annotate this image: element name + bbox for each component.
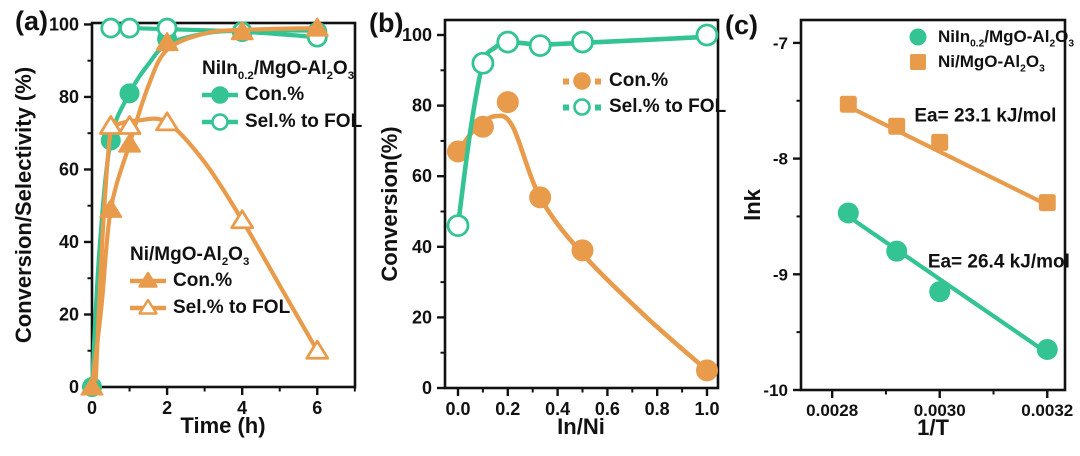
series-b-1 [446,23,719,238]
svg-text:20: 20 [59,304,79,324]
svg-text:40: 40 [412,237,432,257]
svg-text:0.4: 0.4 [545,399,570,419]
svg-text:-7: -7 [773,34,788,53]
svg-text:80: 80 [412,96,432,116]
panel-label-c: (c) [725,10,758,40]
series-a-2 [80,17,329,396]
legend-a-2: Ni/MgO-Al2O3 Con.% Sel.% to FOL [130,244,290,321]
svg-text:6: 6 [312,398,322,418]
chart-c: 0.0028 0.0030 0.0032 -7 -8 -9 -10 1/T lnk Ea= 23.… [740,18,1073,440]
legend-title: NiIn0.2/MgO-Al2O3 [202,58,355,82]
legend-item: Sel.% to FOL [130,294,290,321]
annotation-c-0: Ea= 23.1 kJ/mol [914,106,1056,127]
legend-item-label: Sel.% to FOL [609,96,727,117]
annotation-c-1: Ea= 26.4 kJ/mol [928,251,1070,272]
svg-text:0.2: 0.2 [495,399,520,419]
legend-item: Con.% [130,267,290,294]
legend-a-1: NiIn0.2/MgO-Al2O3 Con.% Sel.% to FOL [202,58,362,135]
line-circle-solid-icon [202,85,238,105]
legend-item-label: Con.% [609,70,669,91]
legend-item: Sel.% to FOL [562,94,726,120]
series-b-0 [446,91,718,382]
svg-text:20: 20 [412,307,432,327]
y-axis-label-a: Conversion/Selectivity (%) [11,67,36,343]
svg-text:-9: -9 [773,265,788,284]
y-axis-label-c: lnk [740,188,765,221]
legend-item-label: NiIn0.2/MgO-Al2O3 [938,26,1075,49]
svg-text:-8: -8 [773,150,788,169]
legend-item: Ni/MgO-Al2O3 [905,49,1074,74]
x-axis-label-b: In/Ni [557,414,605,439]
svg-text:0.0032: 0.0032 [1021,401,1073,420]
svg-text:100: 100 [49,14,79,34]
legend-title: Ni/MgO-Al2O3 [130,244,250,268]
svg-text:0: 0 [69,377,79,397]
legend-item-label: Con.% [245,83,305,105]
svg-text:0.0: 0.0 [445,399,470,419]
svg-text:4: 4 [237,398,247,418]
axis-ticks-c: 0.0028 0.0030 0.0032 -7 -8 -9 -10 [763,34,1073,420]
svg-text:-10: -10 [763,381,788,400]
legend-item-label: Con.% [173,269,233,291]
chart-b: 0.0 0.2 0.4 0.6 0.8 1.0 0 20 40 60 80 100 In/Ni Conve… [377,18,720,439]
svg-text:1.0: 1.0 [694,399,719,419]
x-axis-label-a: Time (h) [180,413,265,438]
legend-b-1: Con.% Sel.% to FOL [562,68,726,120]
svg-text:0.6: 0.6 [595,399,620,419]
legend-item: Sel.% to FOL [202,108,362,135]
legend-item-label: Ni/MgO-Al2O3 [938,51,1045,74]
legend-item-label: Sel.% to FOL [245,110,363,132]
series-c-1 [837,202,1058,361]
line-circle-open-icon [202,112,238,132]
circle-icon [905,27,931,47]
y-axis-label-b: Conversion(%) [377,126,402,281]
svg-text:40: 40 [59,232,79,252]
series-a-1 [100,17,328,48]
svg-text:60: 60 [59,159,79,179]
svg-text:0.8: 0.8 [645,399,670,419]
panel-label-b: (b) [369,8,404,38]
legend-item: NiIn0.2/MgO-Al2O3 [905,24,1074,49]
panel-label-a: (a) [15,6,48,36]
legend-item-label: Sel.% to FOL [173,296,291,318]
svg-text:2: 2 [162,398,172,418]
x-axis-label-c: 1/T [917,415,949,440]
axis-ticks-b: 0.0 0.2 0.4 0.6 0.8 1.0 0 20 40 60 80 100 [402,25,720,419]
line-triangle-solid-icon [130,271,166,291]
svg-text:0: 0 [422,378,432,398]
series-c-0 [839,95,1056,212]
line-triangle-open-icon [130,298,166,318]
svg-text:0.0028: 0.0028 [806,401,858,420]
legend-item: Con.% [202,81,362,108]
svg-text:100: 100 [402,25,432,45]
svg-text:0.0030: 0.0030 [914,401,966,420]
svg-text:80: 80 [59,87,79,107]
svg-text:0: 0 [87,398,97,418]
svg-text:60: 60 [412,166,432,186]
dash-circle-solid-icon [562,71,602,91]
series-a-3 [93,111,330,382]
square-icon [905,52,931,72]
legend-c-1: NiIn0.2/MgO-Al2O3 Ni/MgO-Al2O3 [905,24,1074,74]
legend-item: Con.% [562,68,726,94]
dash-circle-open-icon [562,97,602,117]
